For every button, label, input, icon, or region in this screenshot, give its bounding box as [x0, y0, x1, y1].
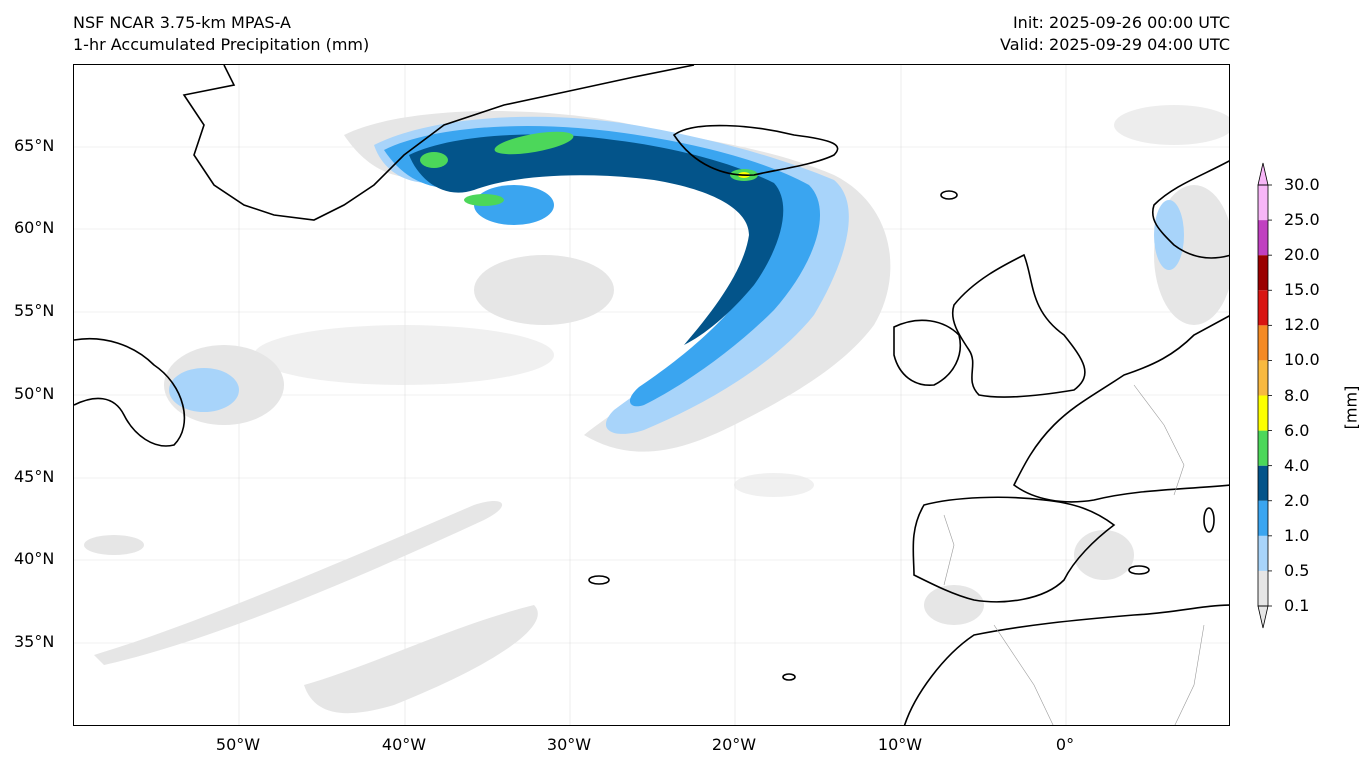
- lat-tick-65: 65°N: [14, 136, 55, 155]
- lat-tick-35: 35°N: [14, 632, 55, 651]
- colorbar-band: [1258, 535, 1268, 571]
- header-right: Init: 2025-09-26 00:00 UTC Valid: 2025-0…: [1000, 12, 1230, 56]
- lon-tick-20w: 20°W: [711, 735, 757, 754]
- colorbar-tick-label: 25.0: [1284, 210, 1320, 230]
- colorbar-band: [1258, 430, 1268, 466]
- colorbar-tick-label: 6.0: [1284, 420, 1310, 440]
- lat-tick-40: 40°N: [14, 549, 55, 568]
- lon-tick-40w: 40°W: [381, 735, 427, 754]
- colorbar-extend-min: [1257, 605, 1269, 629]
- colorbar-tick-label: 2.0: [1284, 490, 1310, 510]
- lon-tick-0: 0°: [1055, 735, 1075, 754]
- colorbar-tick-label: 4.0: [1284, 455, 1310, 475]
- field-title: 1-hr Accumulated Precipitation (mm): [73, 35, 370, 54]
- colorbar-tick-label: 30.0: [1284, 175, 1320, 194]
- header-left: NSF NCAR 3.75-km MPAS-A 1-hr Accumulated…: [73, 12, 369, 56]
- colorbar-tick-label: 15.0: [1284, 280, 1320, 300]
- colorbar-band: [1258, 185, 1268, 221]
- colorbar-band: [1258, 255, 1268, 291]
- colorbar-tick-label: 10.0: [1284, 350, 1320, 370]
- lon-tick-10w: 10°W: [877, 735, 923, 754]
- precip-darkblue: [409, 134, 784, 345]
- lon-tick-50w: 50°W: [215, 735, 261, 754]
- init-time: Init: 2025-09-26 00:00 UTC: [1012, 13, 1230, 32]
- colorbar-band: [1258, 290, 1268, 326]
- colorbar-band: [1258, 465, 1268, 501]
- colorbar-tick-label: 12.0: [1284, 315, 1320, 335]
- colorbar-band: [1258, 570, 1268, 606]
- lat-tick-55: 55°N: [14, 301, 55, 320]
- colorbar-tick-label: 0.5: [1284, 560, 1310, 580]
- colorbar-tick-label: 20.0: [1284, 245, 1320, 265]
- country-borders: [943, 384, 1205, 725]
- lat-tick-60: 60°N: [14, 218, 55, 237]
- model-title: NSF NCAR 3.75-km MPAS-A: [73, 13, 291, 32]
- colorbar-band: [1258, 220, 1268, 256]
- lon-tick-30w: 30°W: [546, 735, 592, 754]
- colorbar-tick-label: 8.0: [1284, 385, 1310, 405]
- lat-tick-45: 45°N: [14, 467, 55, 486]
- map-panel: [73, 64, 1230, 726]
- colorbar: [1256, 162, 1366, 629]
- colorbar-band: [1258, 500, 1268, 536]
- colorbar-band: [1258, 325, 1268, 361]
- colorbar-band: [1258, 360, 1268, 396]
- colorbar-tick-label: 0.1: [1284, 596, 1310, 615]
- coastlines: [74, 65, 1229, 725]
- map-canvas: [74, 65, 1229, 725]
- precip-lightblue: [169, 116, 1184, 434]
- colorbar-unit: [mm]: [1341, 385, 1361, 430]
- valid-time: Valid: 2025-09-29 04:00 UTC: [999, 35, 1230, 54]
- lat-tick-50: 50°N: [14, 384, 55, 403]
- colorbar-tick-label: 1.0: [1284, 525, 1310, 545]
- colorbar-bar: [1257, 162, 1272, 629]
- colorbar-band: [1258, 395, 1268, 431]
- colorbar-extend-max: [1257, 162, 1269, 186]
